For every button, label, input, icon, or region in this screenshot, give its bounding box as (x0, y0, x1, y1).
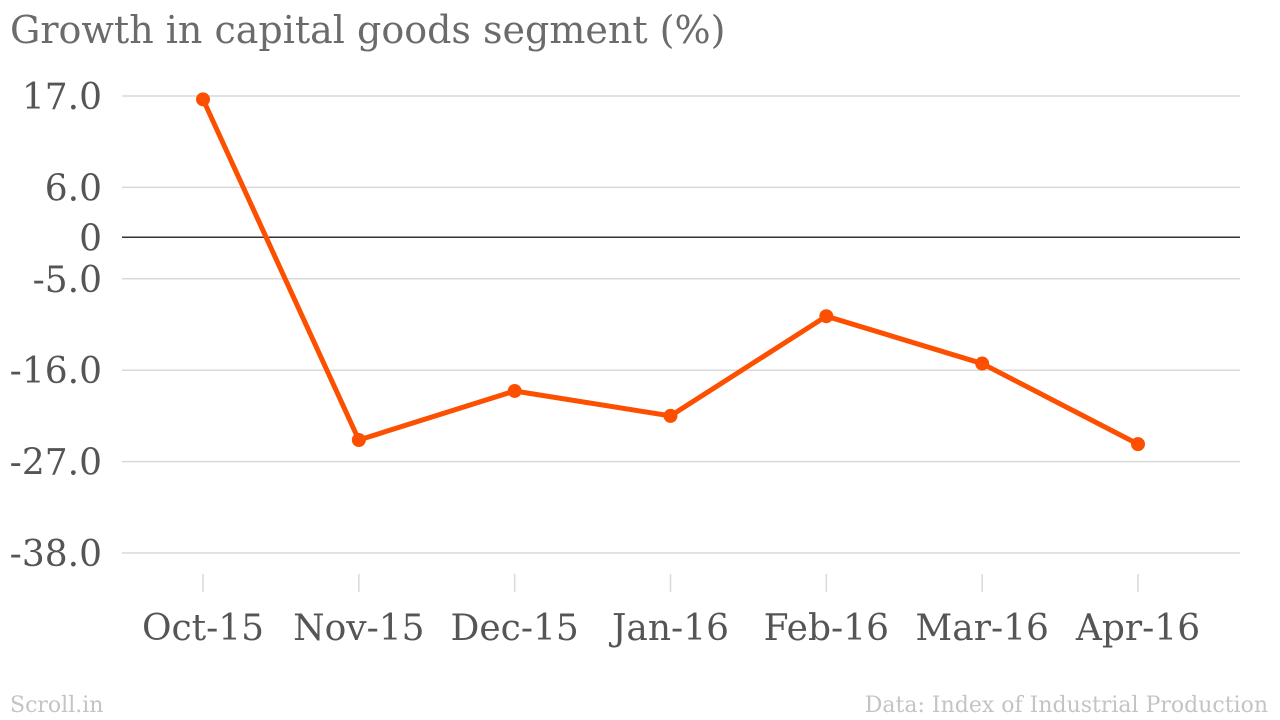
x-tick-label: Jan-16 (608, 608, 729, 649)
data-point (196, 92, 210, 107)
x-tick-label: Oct-15 (142, 608, 264, 649)
data-point (663, 408, 678, 423)
series-line (200, 96, 1141, 447)
data-point (351, 432, 366, 447)
series-group (196, 92, 1145, 452)
x-axis-ticks: Oct-15 Nov-15 Dec-15 Jan-16 Feb-16 Mar-16 Apr-… (142, 574, 1200, 649)
x-tick-label: Dec-15 (451, 608, 579, 649)
y-tick-label: 17.0 (22, 77, 102, 118)
x-tick-label: Feb-16 (764, 608, 889, 649)
data-point (507, 383, 522, 398)
data-point (975, 356, 990, 371)
y-axis-ticks: 17.0 6.0 0-5.0 -16.0 -27.0 -38.0 (10, 77, 102, 575)
x-tick-label: Apr-16 (1075, 608, 1200, 649)
brand-label: Scroll.in (10, 693, 104, 718)
gridlines (122, 95, 1240, 554)
source-label: Data: Index of Industrial Production (864, 693, 1268, 718)
y-tick-label: -38.0 (10, 534, 102, 575)
data-point (819, 309, 834, 324)
x-tick-label: Nov-15 (293, 608, 424, 649)
y-tick-label: -16.0 (10, 351, 102, 392)
data-point (1131, 437, 1145, 452)
y-tick-label: 0 (79, 218, 102, 259)
chart-title: Growth in capital goods segment (%) (10, 8, 726, 52)
y-tick-label: -5.0 (33, 260, 102, 301)
y-tick-label: 6.0 (45, 168, 102, 209)
x-tick-label: Mar-16 (915, 608, 1049, 649)
y-tick-label: -27.0 (10, 443, 102, 484)
